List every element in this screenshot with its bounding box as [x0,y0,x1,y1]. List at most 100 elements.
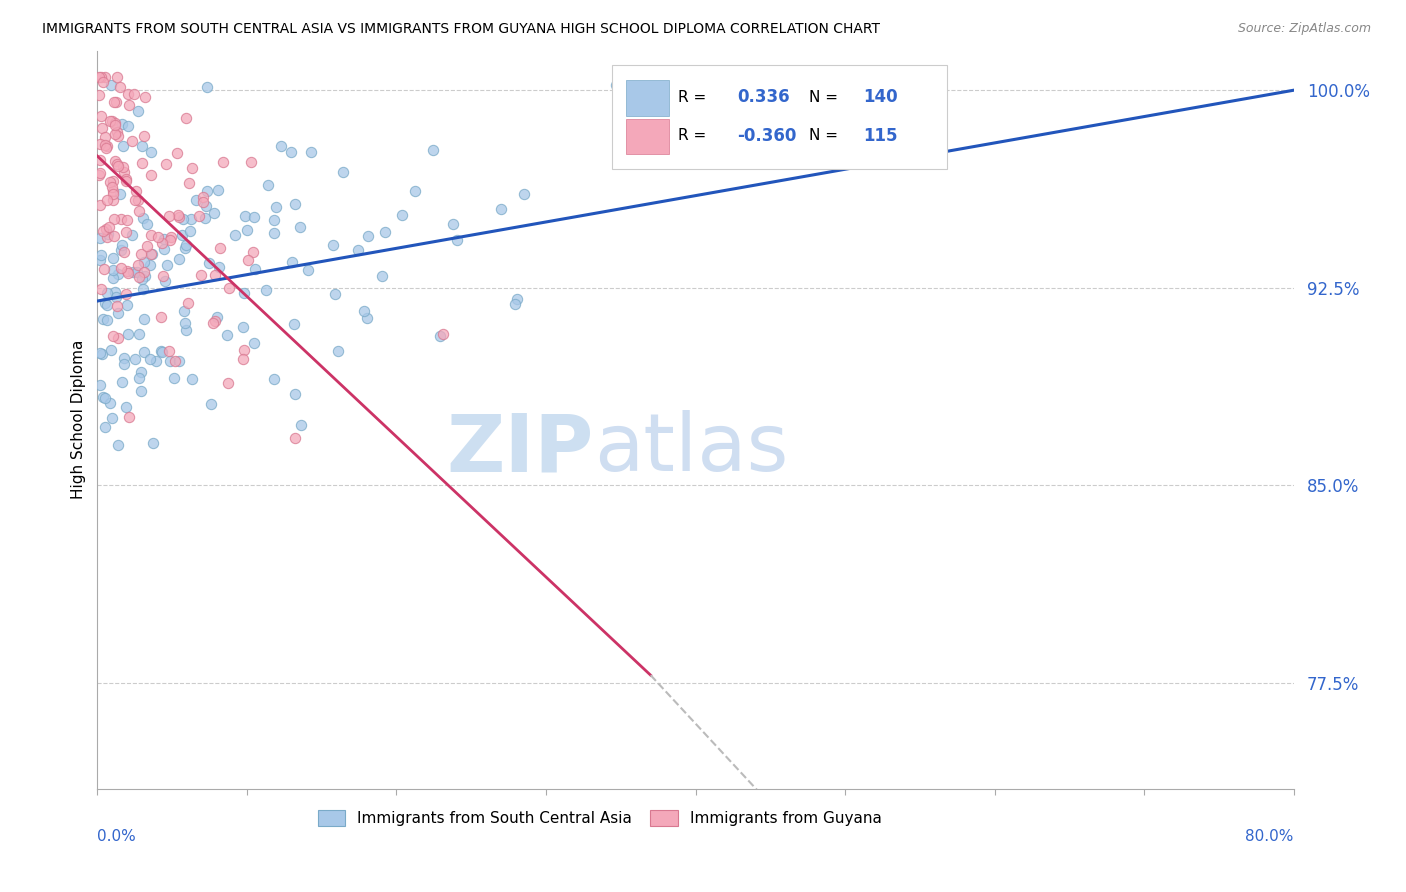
Point [134,268,156,283]
Point [236,252,259,267]
Point [150,345,173,359]
Point [131,138,153,153]
Point [129,384,152,399]
Point [124,351,146,366]
Point [233,343,256,357]
Point [112,139,135,153]
Point [114,245,136,260]
Point [429,328,451,343]
Point [155,157,177,171]
Point [108,186,131,201]
Point [174,241,197,255]
Point [105,70,128,84]
Text: R =: R = [678,128,706,143]
Point [446,233,468,247]
Point [177,295,200,310]
Point [118,98,141,112]
Point [103,95,125,109]
Point [181,371,204,385]
Point [163,354,186,368]
Point [232,320,254,334]
Legend: Immigrants from South Central Asia, Immigrants from Guyana: Immigrants from South Central Asia, Immi… [312,805,889,832]
Point [163,371,186,385]
Point [167,210,190,224]
Point [104,118,127,132]
Point [152,269,174,284]
Point [150,235,173,250]
Point [131,156,153,170]
Point [177,176,200,190]
Point [284,386,307,401]
Point [128,270,150,285]
Point [91,75,114,89]
Point [159,354,181,368]
Point [180,212,202,227]
Point [141,145,163,159]
Point [284,197,307,211]
Point [254,283,277,297]
Point [98,175,121,189]
Point [188,209,211,223]
Point [117,326,139,341]
Point [263,372,285,386]
Point [242,244,264,259]
Point [156,258,179,272]
Point [104,116,127,130]
Point [373,225,395,239]
Point [212,155,235,169]
Point [217,327,239,342]
Point [117,266,139,280]
Point [195,80,218,95]
Point [159,233,181,247]
Point [89,137,111,152]
Point [101,186,124,201]
Point [125,265,148,279]
Point [326,344,349,359]
Point [105,299,128,313]
Point [96,193,118,207]
Point [284,431,307,445]
Point [176,323,198,337]
Point [184,194,207,208]
Point [124,87,146,102]
Point [98,219,121,234]
Point [323,287,346,301]
Point [121,227,143,242]
Point [103,229,125,244]
Point [128,370,150,384]
Point [94,141,117,155]
Point [89,198,111,212]
Point [89,346,111,360]
Point [107,159,129,173]
Point [257,178,280,193]
Point [181,161,204,175]
Point [150,310,173,325]
Point [94,137,117,152]
Point [125,185,148,199]
Point [89,166,111,180]
Point [157,210,180,224]
Point [146,230,169,244]
Text: -0.360: -0.360 [737,127,797,145]
Point [101,180,124,194]
Point [111,375,134,389]
Point [191,194,214,209]
Point [332,164,354,178]
Point [131,211,153,225]
Point [122,264,145,278]
Point [167,252,190,267]
Text: R =: R = [678,90,706,104]
Point [89,378,111,392]
Point [198,256,221,270]
Point [91,390,114,404]
Point [232,351,254,366]
Point [94,419,117,434]
Point [505,292,527,306]
Point [139,168,162,182]
Point [96,298,118,312]
Point [218,281,240,295]
Point [101,271,124,285]
Point [107,438,129,452]
Point [224,228,246,243]
Point [240,154,263,169]
